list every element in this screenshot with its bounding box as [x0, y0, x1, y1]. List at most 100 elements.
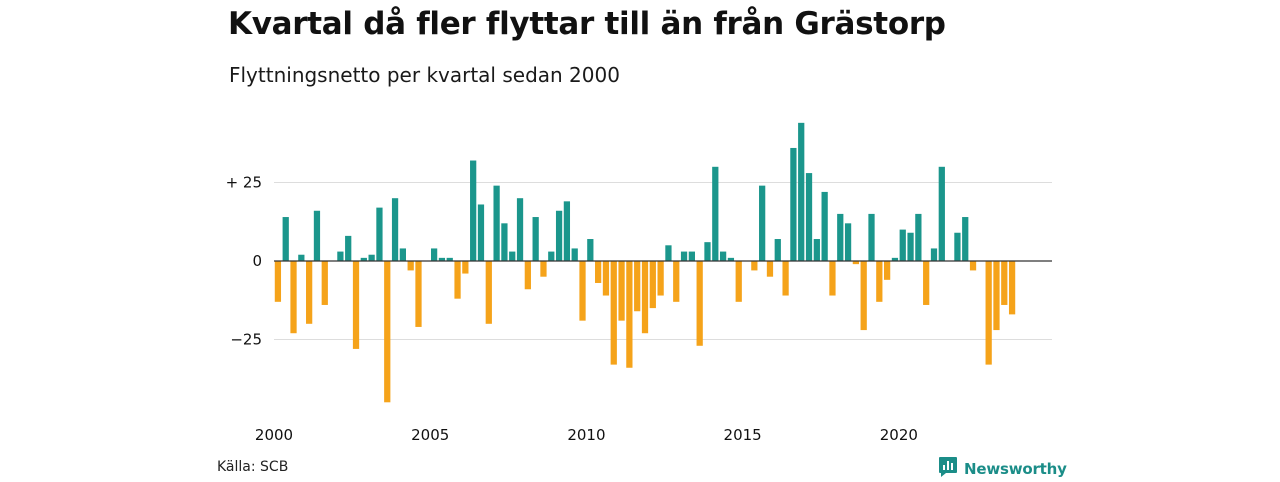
- bar: [376, 207, 383, 261]
- source-note: Källa: SCB: [217, 459, 289, 475]
- x-tick-label: 2015: [724, 426, 762, 444]
- bar: [274, 261, 282, 302]
- bar: [899, 229, 906, 261]
- bar: [587, 239, 594, 261]
- bar: [430, 248, 438, 261]
- bar: [595, 261, 602, 283]
- bar: [321, 261, 328, 305]
- bar: [798, 122, 805, 261]
- bar: [876, 261, 883, 302]
- bar: [602, 261, 610, 296]
- bar: [634, 261, 641, 312]
- brand-logo: Newsworthy: [938, 456, 1067, 482]
- bar: [290, 261, 297, 334]
- bar: [618, 261, 625, 321]
- bar: [790, 147, 797, 261]
- bar: [384, 261, 391, 403]
- bar: [735, 261, 742, 302]
- bar: [930, 248, 938, 261]
- bar: [837, 213, 844, 261]
- bar: [571, 248, 578, 261]
- bar: [446, 257, 453, 261]
- bar: [805, 173, 813, 261]
- bar: [891, 257, 899, 261]
- bar: [884, 261, 891, 280]
- newsworthy-logo-icon: [938, 456, 958, 482]
- bar: [954, 232, 961, 261]
- bar: [470, 160, 477, 261]
- x-tick-label: 2000: [255, 426, 293, 444]
- bar: [360, 257, 367, 261]
- bar: [352, 261, 360, 349]
- bar: [993, 261, 1000, 331]
- bar: [649, 261, 656, 309]
- bar: [759, 185, 766, 261]
- bar: [509, 251, 516, 261]
- bar: [306, 261, 313, 324]
- bar: [462, 261, 469, 274]
- y-tick-label: −25: [230, 331, 262, 349]
- bar: [860, 261, 867, 331]
- bar: [962, 217, 969, 261]
- bar: [610, 261, 617, 365]
- bar: [485, 261, 492, 324]
- bar: [821, 191, 828, 261]
- bar: [345, 235, 352, 261]
- bar: [657, 261, 664, 296]
- bar: [337, 251, 344, 261]
- bar: [852, 261, 860, 265]
- bar: [415, 261, 422, 327]
- grid-lines: [274, 182, 1052, 340]
- y-axis-ticks: + 25 0 −25: [226, 174, 262, 349]
- chart-subtitle: Flyttningsnetto per kvartal sedan 2000: [229, 63, 620, 87]
- bar: [626, 261, 633, 368]
- bar: [391, 198, 399, 261]
- bar: [579, 261, 586, 321]
- bar: [774, 239, 781, 261]
- y-tick-label: + 25: [226, 174, 262, 192]
- bar: [915, 213, 922, 261]
- bar: [524, 261, 531, 290]
- bar: [868, 213, 875, 261]
- bar: [298, 254, 305, 261]
- bar: [766, 261, 774, 277]
- bar: [680, 251, 688, 261]
- bar: [712, 166, 719, 261]
- bar: [829, 261, 836, 296]
- bar: [969, 261, 977, 271]
- bar: [688, 251, 695, 261]
- bar: [501, 223, 508, 261]
- bar: [696, 261, 703, 346]
- x-tick-label: 2020: [880, 426, 918, 444]
- bar: [532, 217, 539, 261]
- bar: [782, 261, 789, 296]
- bar: [555, 210, 563, 261]
- bar: [641, 261, 649, 334]
- bar: [516, 198, 524, 261]
- bar: [282, 217, 289, 261]
- bar: [540, 261, 547, 277]
- x-tick-label: 2010: [567, 426, 605, 444]
- bar: [438, 257, 446, 261]
- bar: [1001, 261, 1008, 305]
- bar: [493, 185, 500, 261]
- brand-name: Newsworthy: [964, 460, 1067, 478]
- bar: [454, 261, 461, 299]
- bar: [844, 223, 852, 261]
- chart-title: Kvartal då fler flyttar till än från Grä…: [228, 6, 946, 42]
- bar: [751, 261, 758, 271]
- bar: [673, 261, 680, 302]
- bar: [1008, 261, 1016, 315]
- bar: [665, 245, 672, 261]
- bar: [985, 261, 992, 365]
- bar: [399, 248, 406, 261]
- x-axis-ticks: 2000 2005 2010 2015 2020: [255, 426, 918, 444]
- bar: [719, 251, 727, 261]
- bar: [407, 261, 414, 271]
- bar: [938, 166, 945, 261]
- bar: [368, 254, 375, 261]
- bar: [563, 201, 571, 261]
- y-tick-label: 0: [252, 252, 262, 270]
- bar: [907, 232, 914, 261]
